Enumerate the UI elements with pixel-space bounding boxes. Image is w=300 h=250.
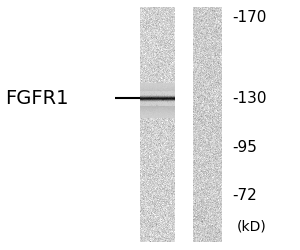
Text: -72: -72 <box>232 188 257 203</box>
Text: -130: -130 <box>232 91 266 106</box>
Text: -95: -95 <box>232 140 257 155</box>
Text: -170: -170 <box>232 10 266 26</box>
Text: FGFR1: FGFR1 <box>5 89 68 108</box>
Text: (kD): (kD) <box>237 219 267 233</box>
